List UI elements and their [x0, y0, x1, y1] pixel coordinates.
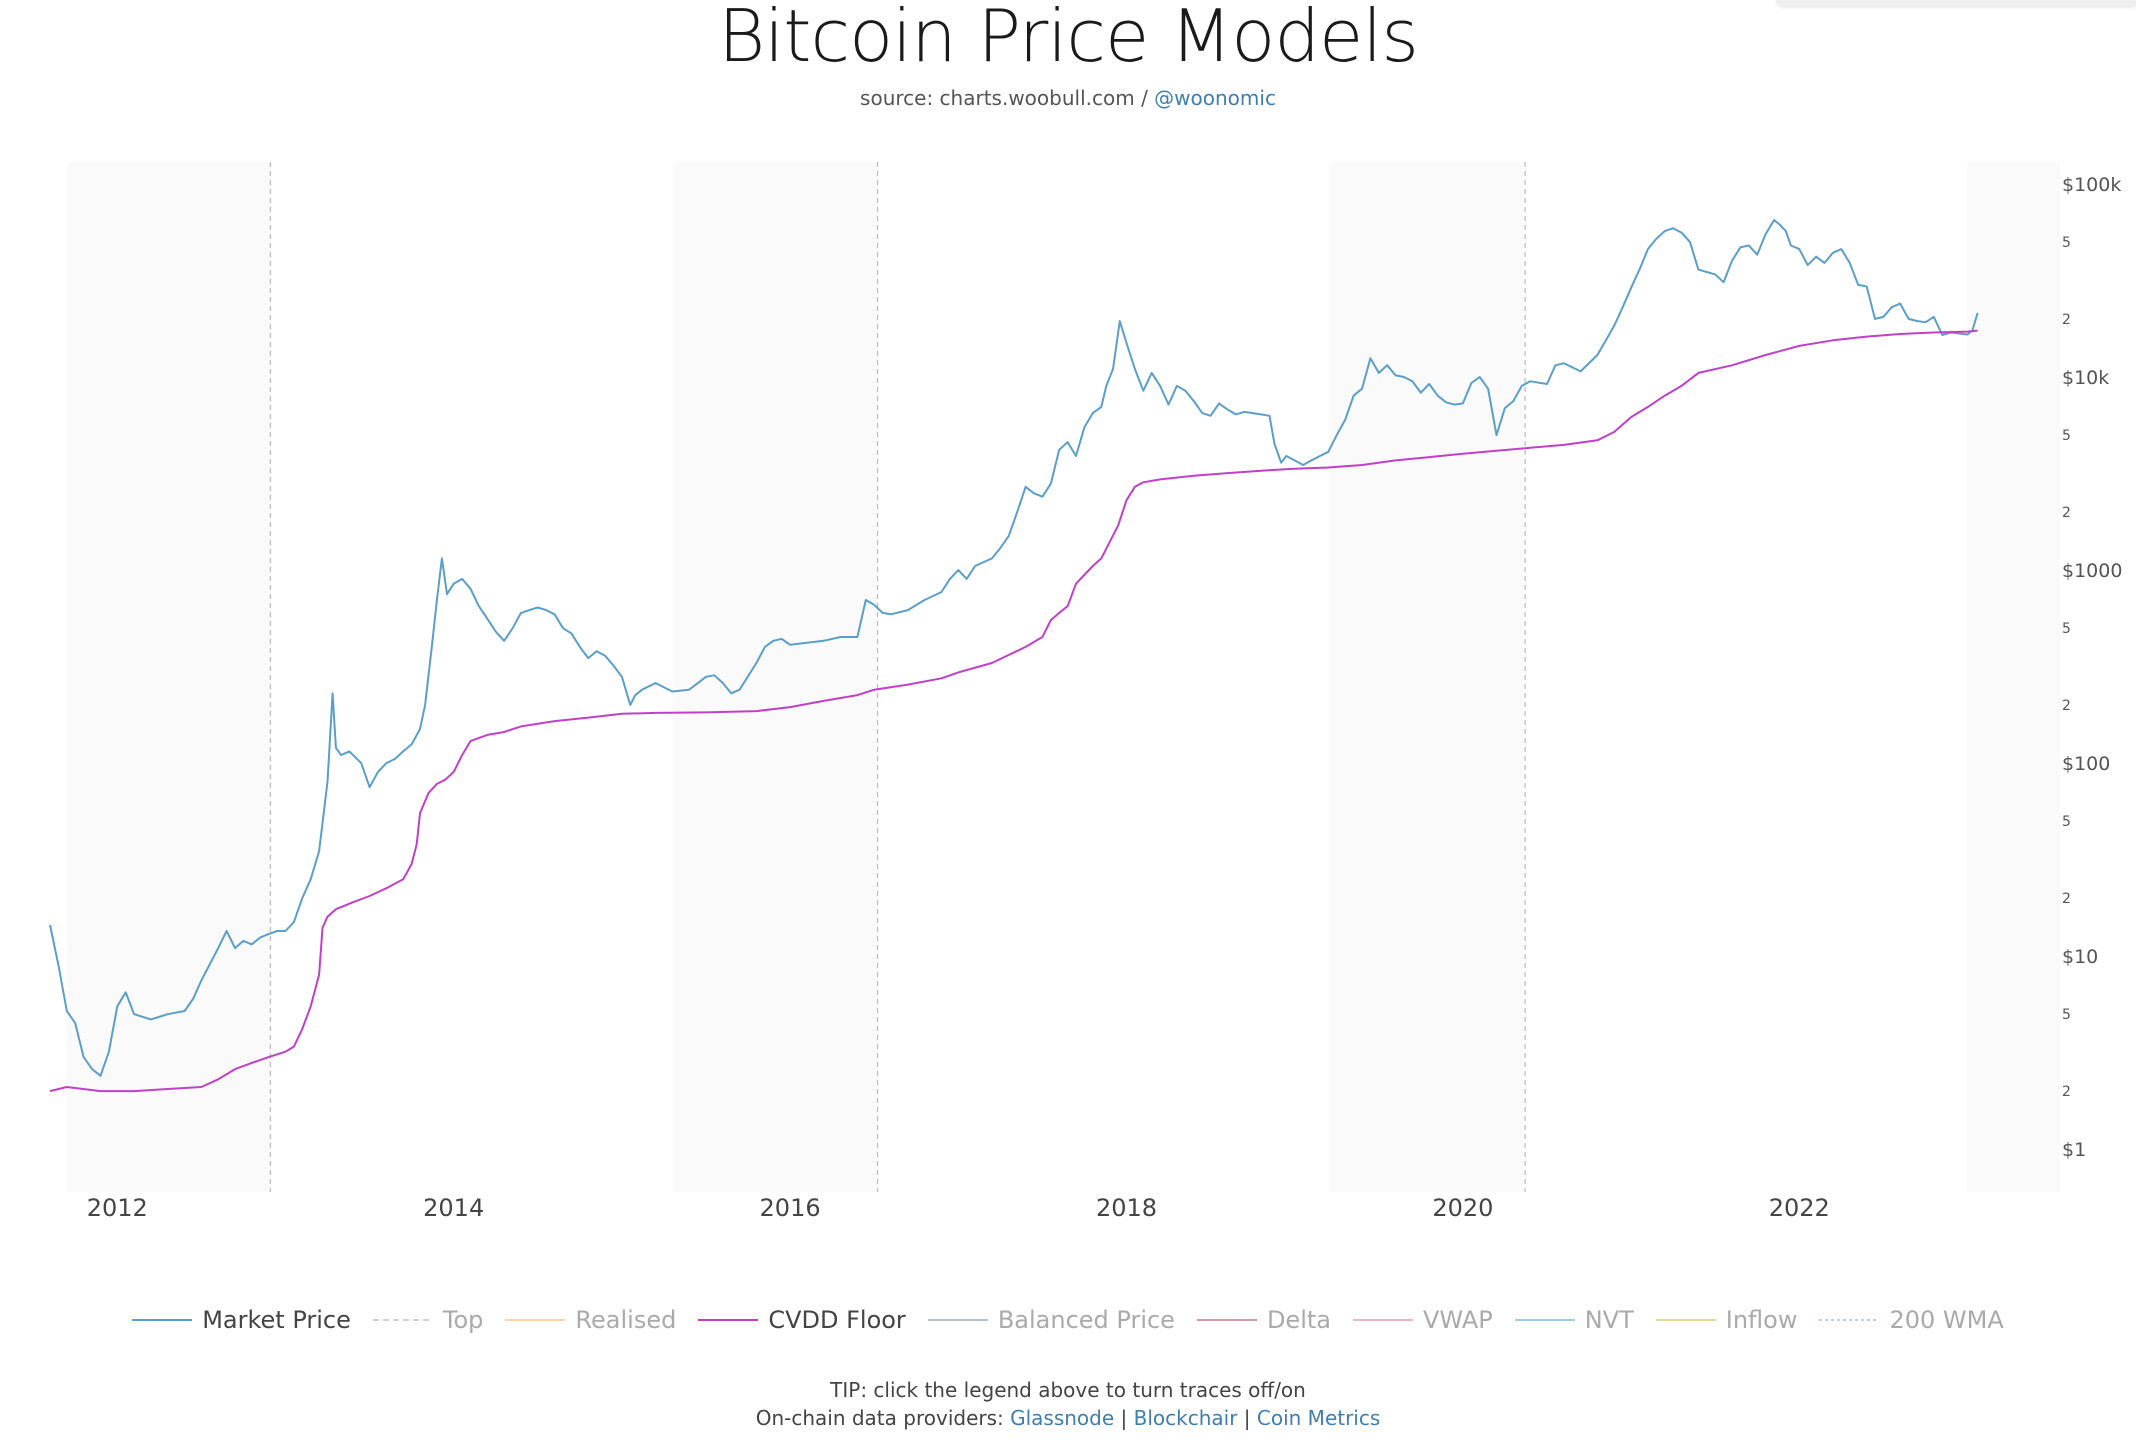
y-tick-label: $10k	[2062, 367, 2109, 389]
provider-link-glassnode[interactable]: Glassnode	[1010, 1406, 1115, 1430]
legend-item-market-price[interactable]: Market Price	[132, 1306, 351, 1334]
legend-swatch	[132, 1319, 193, 1321]
floating-toolbar-edge	[1776, 0, 2136, 6]
x-tick-label: 2022	[1769, 1194, 1830, 1222]
halving-bands	[50, 162, 2060, 1192]
provider-link-coin-metrics[interactable]: Coin Metrics	[1256, 1406, 1381, 1430]
y-tick-label: 2	[2062, 698, 2071, 714]
y-tick-label: 2	[2062, 891, 2071, 907]
legend-item-vwap[interactable]: VWAP	[1352, 1306, 1493, 1334]
x-tick-label: 2016	[760, 1194, 821, 1222]
subtitle-source: source: charts.woobull.com /	[860, 86, 1155, 110]
tip-label: TIP:	[830, 1378, 868, 1402]
y-tick-label: 5	[2062, 428, 2071, 444]
y-tick-label: 5	[2062, 1007, 2071, 1023]
series-line-market-price	[49, 219, 1979, 1077]
legend-item-top[interactable]: Top	[372, 1306, 484, 1334]
legend-item-delta[interactable]: Delta	[1196, 1306, 1331, 1334]
legend-item-inflow[interactable]: Inflow	[1655, 1306, 1798, 1334]
legend-swatch	[927, 1319, 988, 1321]
y-tick-label: $1000	[2062, 560, 2122, 582]
x-tick-label: 2014	[423, 1194, 484, 1222]
providers-label: On-chain data providers:	[755, 1406, 1011, 1430]
legend-label: NVT	[1584, 1306, 1634, 1334]
legend-item-realised[interactable]: Realised	[505, 1306, 676, 1334]
provider-separator: |	[1114, 1406, 1134, 1430]
y-tick-label: 2	[2062, 505, 2071, 521]
legend-swatch	[1819, 1319, 1880, 1321]
providers-line: On-chain data providers: Glassnode | Blo…	[0, 1404, 2136, 1432]
page-title: Bitcoin Price Models	[718, 0, 1419, 78]
legend-label: Delta	[1266, 1306, 1331, 1334]
provider-separator: |	[1237, 1406, 1257, 1430]
x-tick-label: 2020	[1432, 1194, 1493, 1222]
x-tick-label: 2012	[87, 1194, 148, 1222]
y-tick-label: 5	[2062, 814, 2071, 830]
footer-notes: TIP: click the legend above to turn trac…	[0, 1376, 2136, 1432]
halving-band	[66, 162, 271, 1192]
plot-area	[50, 162, 2060, 1192]
y-tick-label: $1	[2062, 1139, 2086, 1161]
y-tick-label: $10	[2062, 946, 2098, 968]
legend-label: CVDD Floor	[768, 1306, 906, 1334]
halving-band	[1967, 162, 2060, 1192]
legend-label: Balanced Price	[997, 1306, 1175, 1334]
chart-subtitle: source: charts.woobull.com / @woonomic	[0, 86, 2136, 110]
y-tick-label: $100k	[2062, 174, 2121, 196]
series-lines	[49, 219, 1979, 1093]
y-tick-label: 2	[2062, 1084, 2071, 1100]
legend-label: Realised	[575, 1306, 677, 1334]
halving-band	[672, 162, 878, 1192]
y-tick-label: 5	[2062, 621, 2071, 637]
halving-band	[1328, 162, 1526, 1192]
x-tick-label: 2018	[1096, 1194, 1157, 1222]
legend-swatch	[505, 1319, 566, 1321]
legend-item-nvt[interactable]: NVT	[1514, 1306, 1634, 1334]
legend-swatch	[1655, 1319, 1716, 1321]
series-line-cvdd-floor	[49, 329, 1978, 1093]
legend-label: Top	[442, 1306, 484, 1334]
author-link[interactable]: @woonomic	[1154, 86, 1276, 110]
chart-legend: Market Price Top Realised CVDD Floor Balance…	[0, 1306, 2136, 1334]
halving-lines	[269, 162, 1526, 1192]
legend-label: Inflow	[1725, 1306, 1798, 1334]
y-tick-label: 5	[2062, 235, 2071, 251]
legend-swatch	[1196, 1319, 1257, 1321]
tip-text: TIP: click the legend above to turn trac…	[0, 1376, 2136, 1404]
legend-item-cvdd-floor[interactable]: CVDD Floor	[698, 1306, 906, 1334]
legend-swatch	[1514, 1319, 1575, 1321]
legend-swatch	[698, 1319, 759, 1321]
legend-swatch	[1352, 1319, 1413, 1321]
y-axis: $1 2 5 $10 2 5 $100 2 5 $1000 2 5 $10k 2 5 $100k	[2062, 174, 2122, 1161]
y-tick-label: 2	[2062, 312, 2071, 328]
legend-item-balanced-price[interactable]: Balanced Price	[927, 1306, 1175, 1334]
legend-swatch	[372, 1319, 433, 1321]
y-tick-label: $100	[2062, 753, 2110, 775]
legend-label: 200 WMA	[1889, 1306, 2004, 1334]
legend-item-200-wma[interactable]: 200 WMA	[1819, 1306, 2004, 1334]
x-axis: 2012 2014 2016 2018 2020 2022	[87, 1194, 1830, 1222]
price-chart: 2012 2014 2016 2018 2020 2022 $1 2 5 $10 2 5 $100 2 5…	[49, 162, 2122, 1222]
provider-link-blockchair[interactable]: Blockchair	[1133, 1406, 1238, 1430]
legend-label: VWAP	[1422, 1306, 1493, 1334]
tip-body: click the legend above to turn traces of…	[867, 1378, 1306, 1402]
legend-label: Market Price	[202, 1306, 351, 1334]
